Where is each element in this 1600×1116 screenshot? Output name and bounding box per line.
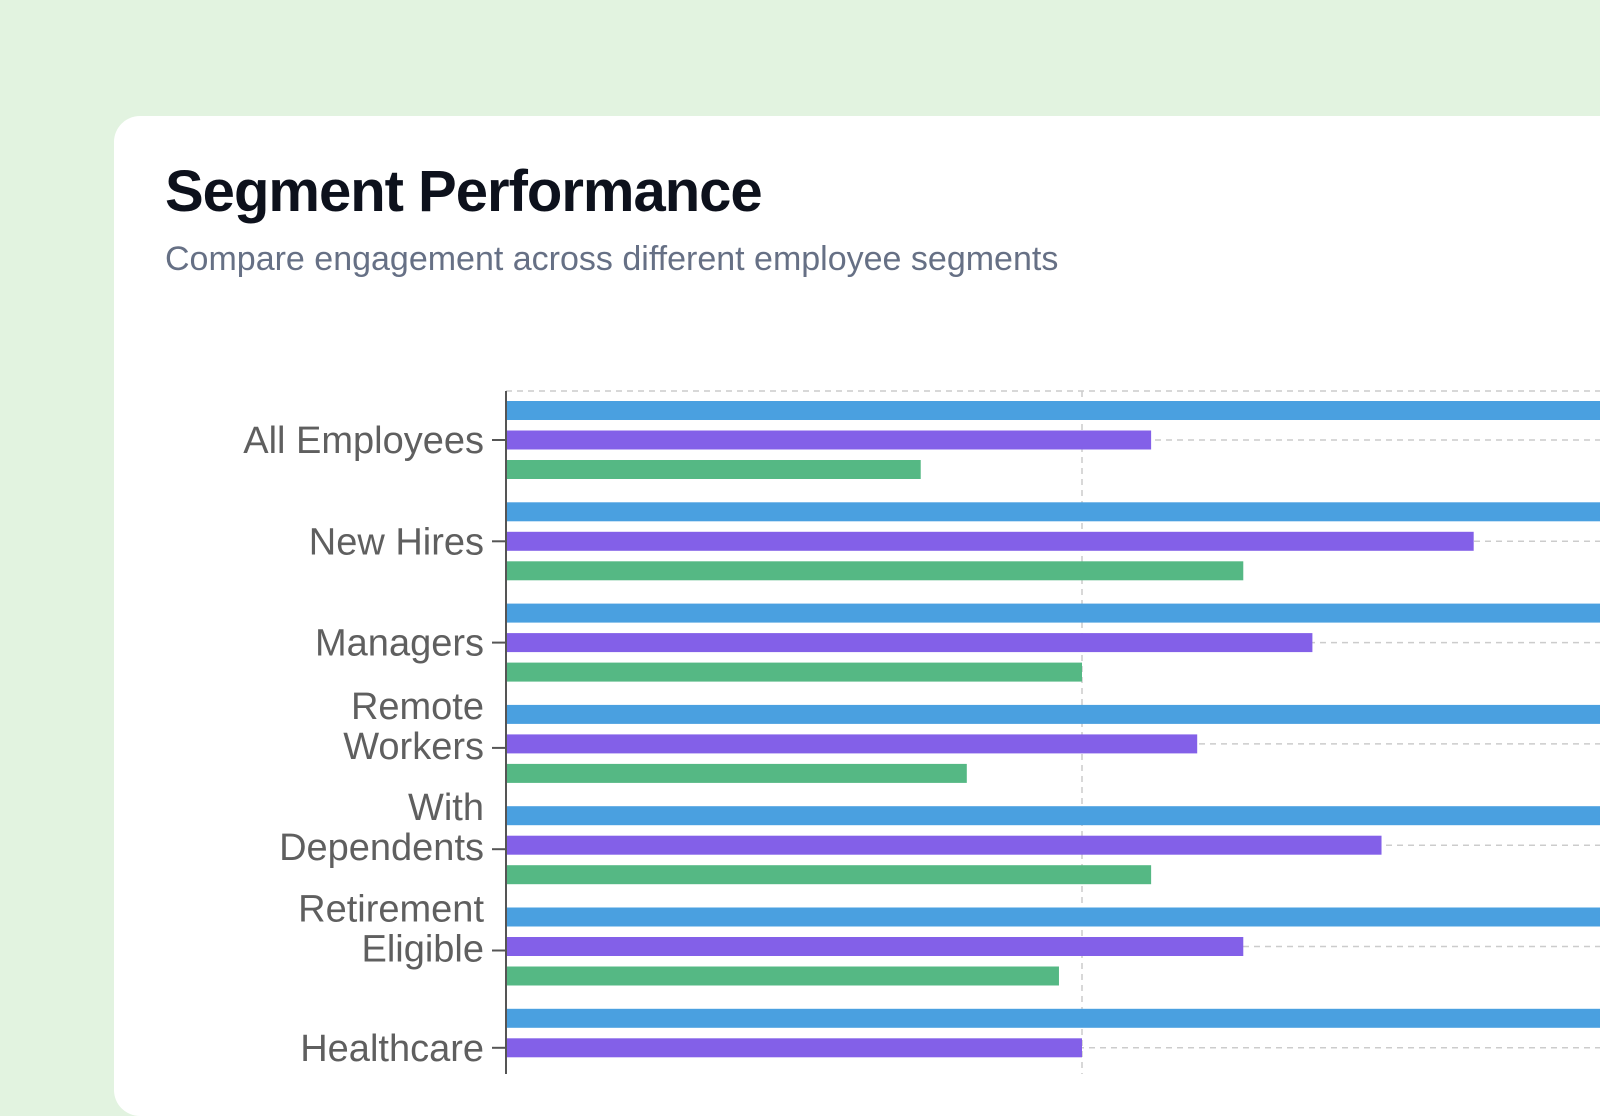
bar-series_3[interactable] xyxy=(506,460,921,479)
bar-series_1[interactable] xyxy=(506,704,1600,724)
y-tick-label: With Dependents xyxy=(279,787,484,869)
page-subtitle: Compare engagement across different empl… xyxy=(165,240,1059,278)
y-tick-label: New Hires xyxy=(309,521,484,563)
bar-series_2[interactable] xyxy=(506,734,1198,754)
y-tick-label: Managers xyxy=(315,623,484,665)
bar-series_1[interactable] xyxy=(506,401,1600,420)
bar-series_3[interactable] xyxy=(506,865,1152,885)
bar-series_3[interactable] xyxy=(506,561,1244,581)
y-tick-label-line: Eligible xyxy=(361,929,484,971)
bar-chart: All Employees New Hires Managers Remote Work… xyxy=(243,390,1600,1074)
y-tick-label: Retirement Eligible xyxy=(298,889,484,971)
y-tick-label-line: Remote xyxy=(351,686,484,728)
y-tick-label: Healthcare xyxy=(300,1028,484,1070)
y-tick-label-line: Dependents xyxy=(279,827,484,869)
bar-series_3[interactable] xyxy=(506,662,1082,682)
bar-series_3[interactable] xyxy=(506,763,967,783)
bar-series_2[interactable] xyxy=(506,937,1244,956)
y-tick-label-line: Workers xyxy=(343,726,484,768)
y-tick-label-line: With xyxy=(408,787,484,829)
bar-series_1[interactable] xyxy=(506,1008,1600,1028)
y-tick-label-line: Retirement xyxy=(298,889,484,931)
page-title: Segment Performance xyxy=(165,159,763,224)
bar-series_1[interactable] xyxy=(506,806,1600,826)
bar-series_2[interactable] xyxy=(506,633,1313,653)
bar-series_1[interactable] xyxy=(506,603,1600,623)
y-tick-label-line: New Hires xyxy=(309,521,484,563)
bar-series_2[interactable] xyxy=(506,835,1382,855)
y-tick-label-line: Healthcare xyxy=(300,1028,484,1070)
bar-series_3[interactable] xyxy=(506,966,1059,986)
bar-series_2[interactable] xyxy=(506,531,1474,551)
bar-series_2[interactable] xyxy=(506,430,1152,450)
chart-card: Segment Performance Compare engagement a… xyxy=(114,116,1600,1116)
y-tick-label: All Employees xyxy=(243,420,484,462)
bar-series_1[interactable] xyxy=(506,907,1600,927)
bar-series_1[interactable] xyxy=(506,502,1600,522)
y-tick-label-line: All Employees xyxy=(243,420,484,462)
bar-series_2[interactable] xyxy=(506,1038,1082,1058)
y-tick-label-line: Managers xyxy=(315,623,484,665)
y-tick-label: Remote Workers xyxy=(343,686,484,768)
